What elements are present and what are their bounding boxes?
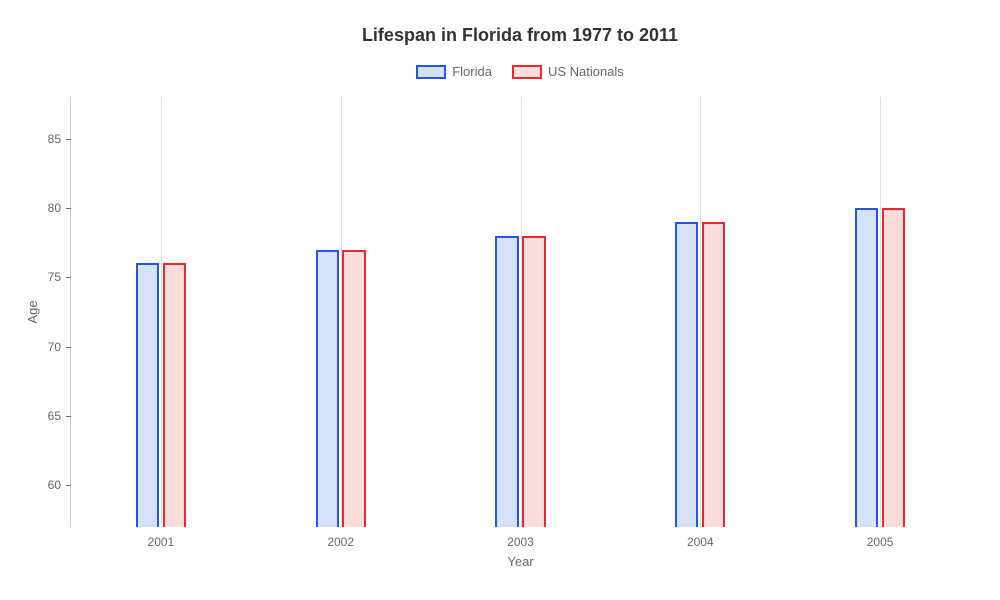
bar xyxy=(522,236,545,527)
legend-swatch-us-nationals xyxy=(512,65,542,79)
y-tick-mark xyxy=(66,277,71,278)
plot-area: Age Year 6065707580852001200220032004200… xyxy=(70,97,970,527)
bar xyxy=(163,263,186,527)
x-tick-label: 2003 xyxy=(507,527,534,549)
bar xyxy=(316,250,339,527)
y-axis-label: Age xyxy=(25,300,40,323)
legend-item-us-nationals: US Nationals xyxy=(512,64,624,79)
y-tick-mark xyxy=(66,139,71,140)
bar xyxy=(136,263,159,527)
x-tick-label: 2005 xyxy=(867,527,894,549)
y-tick-mark xyxy=(66,416,71,417)
x-tick-label: 2002 xyxy=(327,527,354,549)
y-tick-mark xyxy=(66,485,71,486)
x-tick-label: 2004 xyxy=(687,527,714,549)
legend-label-us-nationals: US Nationals xyxy=(548,64,624,79)
legend-label-florida: Florida xyxy=(452,64,492,79)
x-axis-label: Year xyxy=(507,554,533,569)
legend-item-florida: Florida xyxy=(416,64,492,79)
y-tick-mark xyxy=(66,208,71,209)
bar xyxy=(342,250,365,527)
bar xyxy=(882,208,905,527)
bar xyxy=(855,208,878,527)
chart-container: Lifespan in Florida from 1977 to 2011 Fl… xyxy=(0,0,1000,600)
legend: Florida US Nationals xyxy=(70,64,970,79)
bar xyxy=(702,222,725,527)
x-tick-label: 2001 xyxy=(148,527,175,549)
y-tick-mark xyxy=(66,347,71,348)
bar xyxy=(675,222,698,527)
legend-swatch-florida xyxy=(416,65,446,79)
chart-title: Lifespan in Florida from 1977 to 2011 xyxy=(70,25,970,46)
bar xyxy=(495,236,518,527)
